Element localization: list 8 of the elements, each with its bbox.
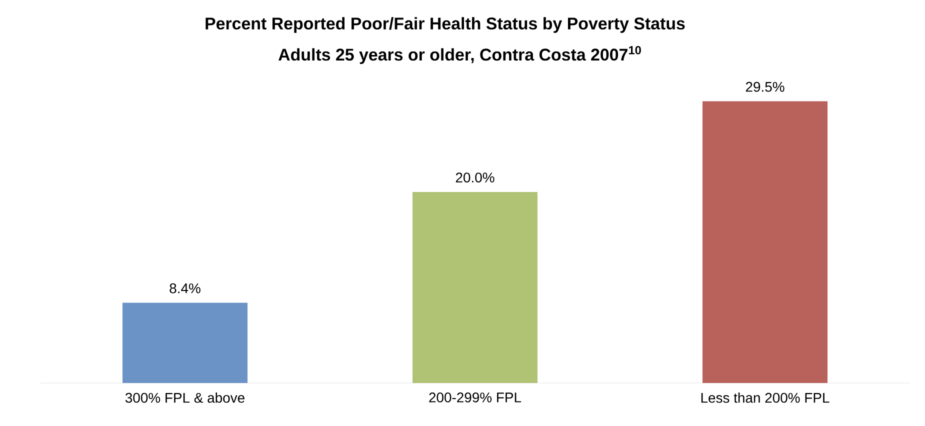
x-tick-label: Less than 200% FPL: [701, 392, 830, 403]
chart-title: Percent Reported Poor/Fair Health Status by Poverty Status: [206, 17, 685, 33]
data-label: 8.4%: [170, 283, 200, 294]
data-label: 20.0%: [456, 172, 494, 183]
chart-subtitle: Adults 25 years or older, Contra Costa 2007$^{10}$: [278, 46, 641, 64]
x-tick-label: 200-299% FPL: [429, 392, 522, 402]
x-tick-label: 300% FPL & above: [125, 392, 244, 403]
data-label: 29.5%: [746, 82, 784, 92]
